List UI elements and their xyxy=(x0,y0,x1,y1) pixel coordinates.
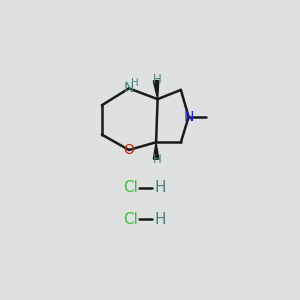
Text: N: N xyxy=(183,110,194,124)
Text: H: H xyxy=(154,180,166,195)
Text: Cl: Cl xyxy=(123,180,138,195)
Text: H: H xyxy=(154,212,166,227)
Text: Cl: Cl xyxy=(123,212,138,227)
Text: H: H xyxy=(152,154,161,166)
Polygon shape xyxy=(153,80,159,99)
Text: O: O xyxy=(124,143,134,157)
Text: H: H xyxy=(152,73,161,85)
Text: H: H xyxy=(130,78,138,88)
Polygon shape xyxy=(153,142,159,159)
Text: N: N xyxy=(124,81,134,94)
